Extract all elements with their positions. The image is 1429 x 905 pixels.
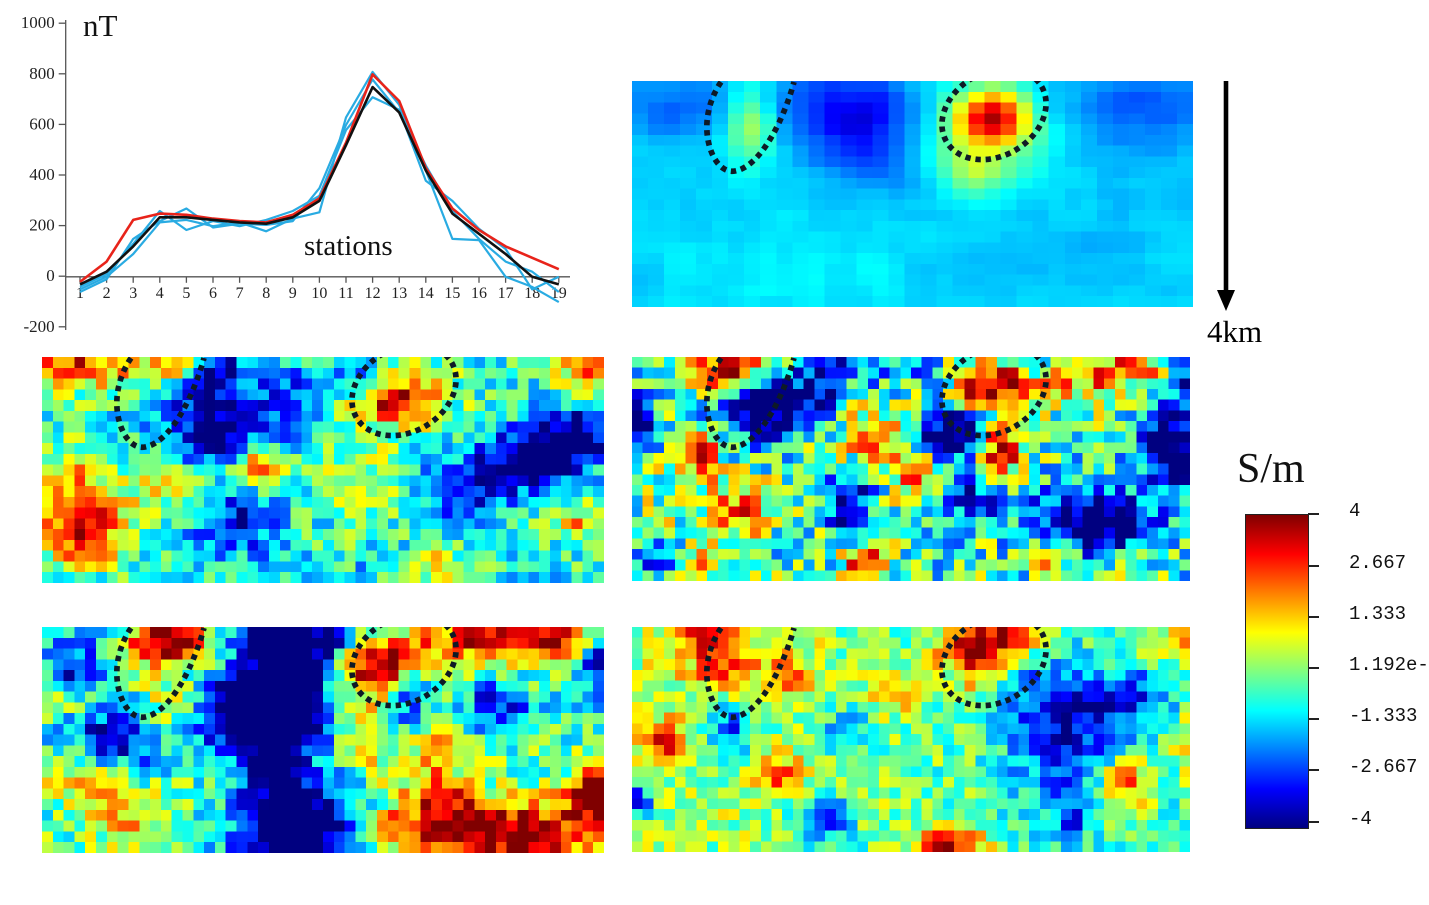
svg-text:200: 200 — [29, 216, 55, 235]
svg-text:3: 3 — [129, 285, 137, 302]
svg-text:13: 13 — [391, 285, 407, 302]
svg-text:16: 16 — [471, 285, 487, 302]
svg-text:6: 6 — [209, 285, 217, 302]
svg-text:10: 10 — [311, 285, 327, 302]
svg-text:12: 12 — [365, 285, 381, 302]
svg-text:0: 0 — [46, 266, 55, 285]
svg-text:400: 400 — [29, 165, 55, 184]
svg-text:800: 800 — [29, 64, 55, 83]
svg-text:2: 2 — [103, 285, 111, 302]
svg-text:stations: stations — [304, 230, 393, 262]
svg-text:nT: nT — [83, 8, 118, 43]
svg-text:-200: -200 — [24, 317, 55, 336]
svg-text:14: 14 — [418, 285, 434, 302]
svg-text:4: 4 — [156, 285, 164, 302]
svg-text:5: 5 — [182, 285, 190, 302]
svg-text:17: 17 — [498, 285, 514, 302]
svg-text:15: 15 — [444, 285, 460, 302]
svg-text:4km: 4km — [1207, 314, 1262, 349]
svg-text:8: 8 — [262, 285, 270, 302]
svg-text:1: 1 — [76, 285, 84, 302]
svg-text:600: 600 — [29, 114, 55, 133]
svg-text:11: 11 — [338, 285, 353, 302]
svg-text:9: 9 — [289, 285, 297, 302]
svg-text:1000: 1000 — [21, 13, 55, 32]
svg-text:7: 7 — [236, 285, 244, 302]
